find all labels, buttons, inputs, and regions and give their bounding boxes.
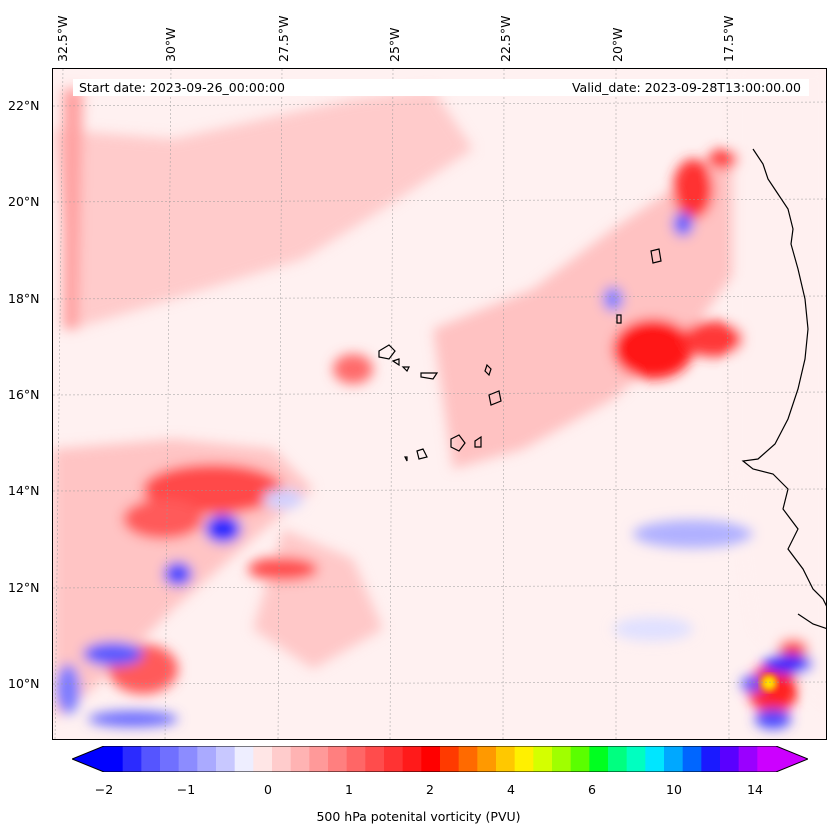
pv-map: Start date: 2023-09-26_00:00:00 Valid_da… [52, 68, 827, 740]
colorbar-tick: 2 [426, 782, 434, 797]
lon-label-20w: 20°W [610, 27, 625, 62]
colorbar-block [141, 746, 161, 772]
colorbar-block [384, 746, 404, 772]
colorbar-block [720, 746, 740, 772]
colorbar-block [589, 746, 609, 772]
lon-label-27-5w: 27.5°W [276, 15, 291, 62]
colorbar-block [440, 746, 460, 772]
start-date: Start date: 2023-09-26_00:00:00 [79, 80, 285, 95]
pv-contours [53, 69, 826, 729]
colorbar-block [626, 746, 646, 772]
colorbar-tick: 6 [588, 782, 596, 797]
colorbar-block [738, 746, 758, 772]
colorbar-tick: 10 [666, 782, 682, 797]
colorbar-label: 500 hPa potenital vorticity (PVU) [316, 809, 521, 824]
info-box: Start date: 2023-09-26_00:00:00 Valid_da… [73, 79, 809, 96]
colorbar-block [645, 746, 665, 772]
lon-label-25w: 25°W [387, 27, 402, 62]
colorbar-block [701, 746, 721, 772]
pv-core [760, 674, 778, 692]
colorbar-block [328, 746, 348, 772]
colorbar-block [234, 746, 254, 772]
pv-field [53, 69, 826, 739]
colorbar-block [421, 746, 441, 772]
colorbar-tick: −2 [94, 782, 114, 797]
colorbar-block [160, 746, 180, 772]
valid-date: Valid_date: 2023-09-28T13:00:00.00 [571, 80, 801, 95]
colorbar-block [682, 746, 702, 772]
colorbar-block [570, 746, 590, 772]
colorbar-block [309, 746, 329, 772]
colorbar-tick: 14 [747, 782, 763, 797]
colorbar-tick: 0 [264, 782, 272, 797]
colorbar-tick: 1 [345, 782, 353, 797]
lat-label-22n: 22°N [8, 98, 40, 113]
lat-label-10n: 10°N [8, 676, 40, 691]
colorbar-block [514, 746, 534, 772]
colorbar-block [533, 746, 553, 772]
colorbar-block [402, 746, 422, 772]
lon-label-32-5w: 32.5°W [55, 15, 70, 62]
colorbar-extend-max [776, 746, 808, 772]
gridlines [53, 69, 826, 739]
colorbar-block [104, 746, 124, 772]
colorbar-block [216, 746, 236, 772]
colorbar-block [290, 746, 310, 772]
colorbar-block [178, 746, 198, 772]
colorbar-block [664, 746, 684, 772]
colorbar-extend-min [72, 746, 104, 772]
colorbar-block [608, 746, 628, 772]
lon-label-22-5w: 22.5°W [498, 15, 513, 62]
colorbar-block [122, 746, 142, 772]
colorbar [72, 746, 808, 772]
colorbar-block [253, 746, 273, 772]
colorbar-block [365, 746, 385, 772]
lat-label-16n: 16°N [8, 387, 40, 402]
lat-label-18n: 18°N [8, 291, 40, 306]
colorbar-block [477, 746, 497, 772]
colorbar-block [272, 746, 292, 772]
islands [378, 248, 662, 462]
colorbar-tick: 4 [507, 782, 515, 797]
lat-label-14n: 14°N [8, 483, 40, 498]
coastline [741, 148, 826, 629]
colorbar-block [757, 746, 777, 772]
lat-label-20n: 20°N [8, 194, 40, 209]
colorbar-block [197, 746, 217, 772]
colorbar-block [496, 746, 516, 772]
lon-label-17-5w: 17.5°W [721, 15, 736, 62]
colorbar-tick: −1 [176, 782, 196, 797]
lat-label-12n: 12°N [8, 580, 40, 595]
colorbar-block [346, 746, 366, 772]
colorbar-block [552, 746, 572, 772]
colorbar-block [458, 746, 478, 772]
lon-label-30w: 30°W [163, 27, 178, 62]
